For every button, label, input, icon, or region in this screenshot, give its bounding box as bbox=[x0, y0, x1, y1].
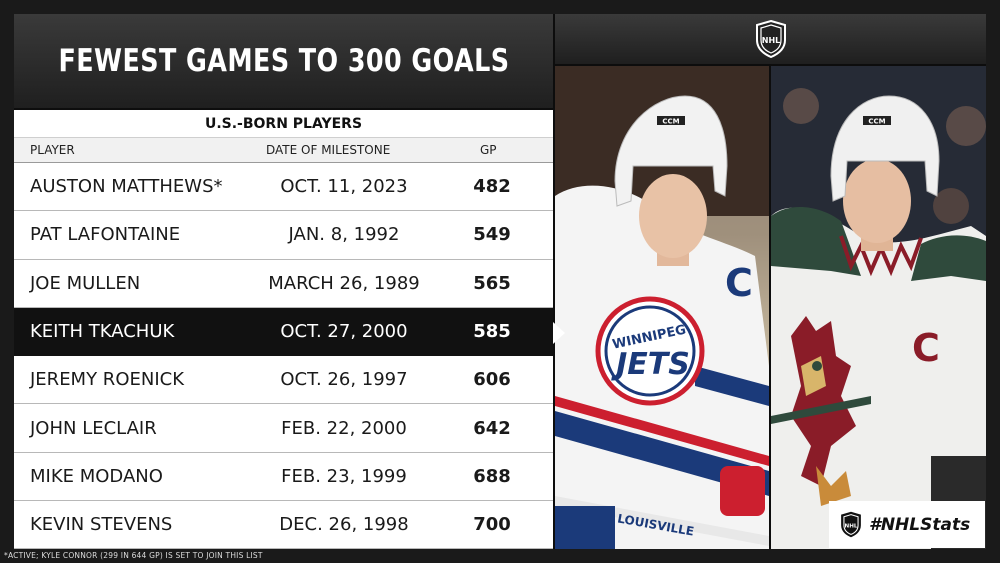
games-played: 606 bbox=[473, 369, 511, 391]
helmet-brand-left: CCM bbox=[662, 118, 679, 126]
milestone-date: MARCH 26, 1989 bbox=[268, 272, 420, 294]
coyotes-logo-icon bbox=[771, 316, 871, 506]
milestone-date: FEB. 23, 1999 bbox=[281, 465, 407, 487]
helmet-brand-right: CCM bbox=[868, 118, 885, 126]
graphic-title: FEWEST GAMES TO 300 GOALS bbox=[58, 43, 509, 79]
column-header: PLAYER DATE OF MILESTONE GP bbox=[14, 138, 553, 164]
footnote: *ACTIVE; KYLE CONNOR (299 IN 644 GP) IS … bbox=[4, 551, 263, 560]
captain-c-right: C bbox=[912, 326, 940, 370]
table-body: AUSTON MATTHEWS* OCT. 11, 2023 482 PAT LAFO… bbox=[14, 163, 553, 550]
nhlstats-badge: NHL #NHLStats bbox=[829, 501, 985, 548]
player-name: MIKE MODANO bbox=[30, 465, 163, 487]
player-photo-jets-illustration: WINNIPEG JETS C CCM LOUISVILLE bbox=[555, 66, 769, 549]
table-row: AUSTON MATTHEWS* OCT. 11, 2023 482 bbox=[14, 163, 553, 212]
milestone-date: OCT. 26, 1997 bbox=[280, 369, 408, 391]
player-name: JOHN LECLAIR bbox=[30, 417, 157, 439]
table-row: MIKE MODANO FEB. 23, 1999 688 bbox=[14, 452, 553, 502]
milestone-date: OCT. 11, 2023 bbox=[280, 176, 408, 198]
highlight-pointer-icon bbox=[553, 322, 565, 344]
player-name: JOE MULLEN bbox=[30, 272, 141, 294]
milestone-date: JAN. 8, 1992 bbox=[288, 224, 400, 246]
column-header-player: PLAYER bbox=[30, 143, 75, 157]
milestone-date: OCT. 27, 2000 bbox=[280, 321, 408, 343]
table-row: KEVIN STEVENS DEC. 26, 1998 700 bbox=[14, 501, 553, 550]
games-played: 642 bbox=[473, 417, 511, 439]
player-name: JEREMY ROENICK bbox=[30, 369, 185, 391]
svg-text:NHL: NHL bbox=[761, 36, 780, 45]
table-row: PAT LAFONTAINE JAN. 8, 1992 549 bbox=[14, 211, 553, 260]
player-name: KEITH TKACHUK bbox=[30, 321, 175, 343]
games-played: 565 bbox=[473, 272, 511, 294]
nhl-shield-icon: NHL bbox=[755, 20, 786, 58]
table-row: JOE MULLEN MARCH 26, 1989 565 bbox=[14, 259, 553, 308]
games-played: 585 bbox=[473, 321, 511, 343]
column-header-date: DATE OF MILESTONE bbox=[266, 143, 391, 157]
nhl-shield-small-icon: NHL bbox=[841, 511, 861, 538]
svg-text:JETS: JETS bbox=[611, 347, 690, 382]
title-bar: FEWEST GAMES TO 300 GOALS bbox=[14, 14, 553, 108]
player-photo-coyotes-illustration: C CCM bbox=[771, 66, 986, 549]
table-row: JOHN LECLAIR FEB. 22, 2000 642 bbox=[14, 404, 553, 453]
svg-text:NHL: NHL bbox=[845, 523, 858, 529]
games-played: 482 bbox=[473, 176, 511, 198]
nhlstats-hashtag: #NHLStats bbox=[869, 514, 971, 535]
games-played: 688 bbox=[473, 465, 511, 487]
graphic-subtitle: U.S.-BORN PLAYERS bbox=[204, 115, 363, 132]
logo-bar: NHL bbox=[555, 14, 986, 64]
column-header-gp: GP bbox=[480, 143, 497, 157]
player-photo-jets: WINNIPEG JETS C CCM LOUISVILLE bbox=[555, 66, 769, 549]
captain-c-left: C bbox=[725, 261, 753, 305]
milestone-date: DEC. 26, 1998 bbox=[279, 514, 409, 536]
player-name: KEVIN STEVENS bbox=[30, 514, 173, 536]
games-played: 549 bbox=[473, 224, 511, 246]
table-row: JEREMY ROENICK OCT. 26, 1997 606 bbox=[14, 356, 553, 405]
games-played: 700 bbox=[473, 514, 511, 536]
player-photo-coyotes: C CCM bbox=[771, 66, 986, 549]
player-name: PAT LAFONTAINE bbox=[30, 224, 181, 246]
player-name: AUSTON MATTHEWS* bbox=[30, 176, 223, 198]
table-row: KEITH TKACHUK OCT. 27, 2000 585 bbox=[14, 307, 553, 357]
milestone-date: FEB. 22, 2000 bbox=[281, 417, 407, 439]
subtitle-bar: U.S.-BORN PLAYERS bbox=[14, 110, 553, 138]
